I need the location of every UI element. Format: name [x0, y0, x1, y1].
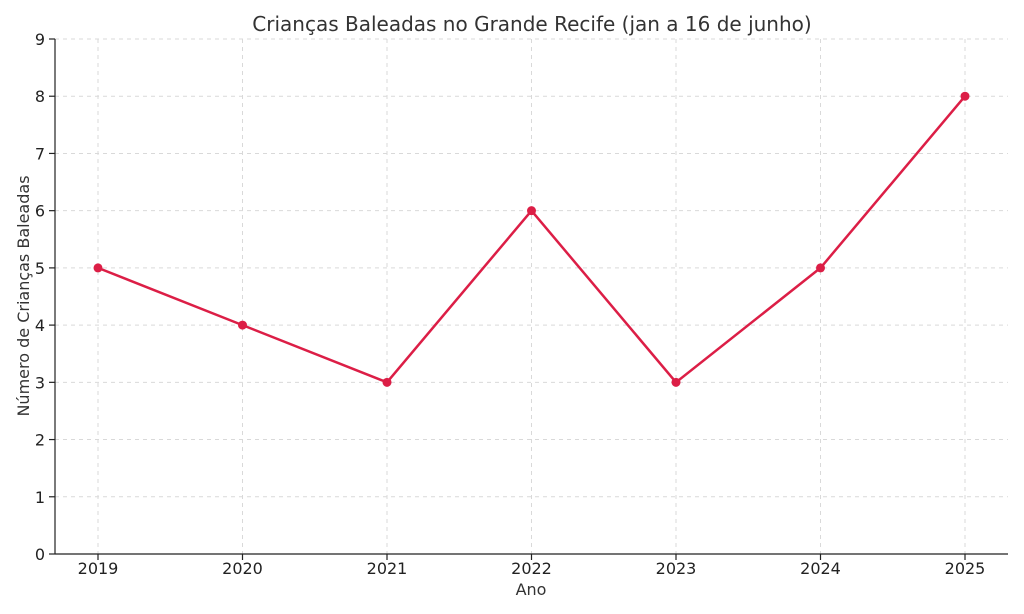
- y-tick-label: 2: [35, 431, 45, 450]
- grid-layer: [55, 38, 1008, 555]
- y-axis-title: Número de Crianças Baleadas: [14, 175, 33, 416]
- y-tick-label: 4: [35, 316, 45, 335]
- x-tick-label: 2021: [367, 559, 408, 578]
- data-point: [816, 263, 825, 273]
- y-tick-label: 1: [35, 488, 45, 507]
- data-point: [382, 377, 392, 387]
- x-axis-title: Ano: [516, 580, 547, 599]
- y-tick-label: 6: [35, 202, 45, 221]
- y-tick-label: 9: [35, 30, 45, 49]
- x-tick-label: 2022: [511, 559, 552, 578]
- series-layer: [93, 91, 970, 387]
- y-tick-label: 7: [35, 144, 45, 163]
- y-tick-label: 3: [35, 373, 45, 392]
- data-point: [960, 91, 970, 101]
- x-tick-label: 2025: [945, 559, 986, 578]
- x-tick-label: 2024: [800, 559, 841, 578]
- axis-layer: [49, 38, 1008, 560]
- y-tick-label: 5: [35, 259, 45, 278]
- data-point: [671, 377, 681, 387]
- y-tick-label: 0: [35, 545, 45, 564]
- x-tick-label: 2019: [78, 559, 119, 578]
- x-tick-label: 2020: [222, 559, 263, 578]
- data-point: [527, 206, 536, 216]
- data-point: [93, 263, 103, 273]
- chart-title: Crianças Baleadas no Grande Recife (jan …: [252, 12, 811, 36]
- y-tick-label: 8: [35, 87, 45, 106]
- labels-layer: 0 1 2 3 4 5 6 7 8 9 2019 2020 2021 2022 2023 2024 2025: [35, 30, 986, 578]
- data-point: [238, 320, 247, 330]
- x-tick-label: 2023: [656, 559, 697, 578]
